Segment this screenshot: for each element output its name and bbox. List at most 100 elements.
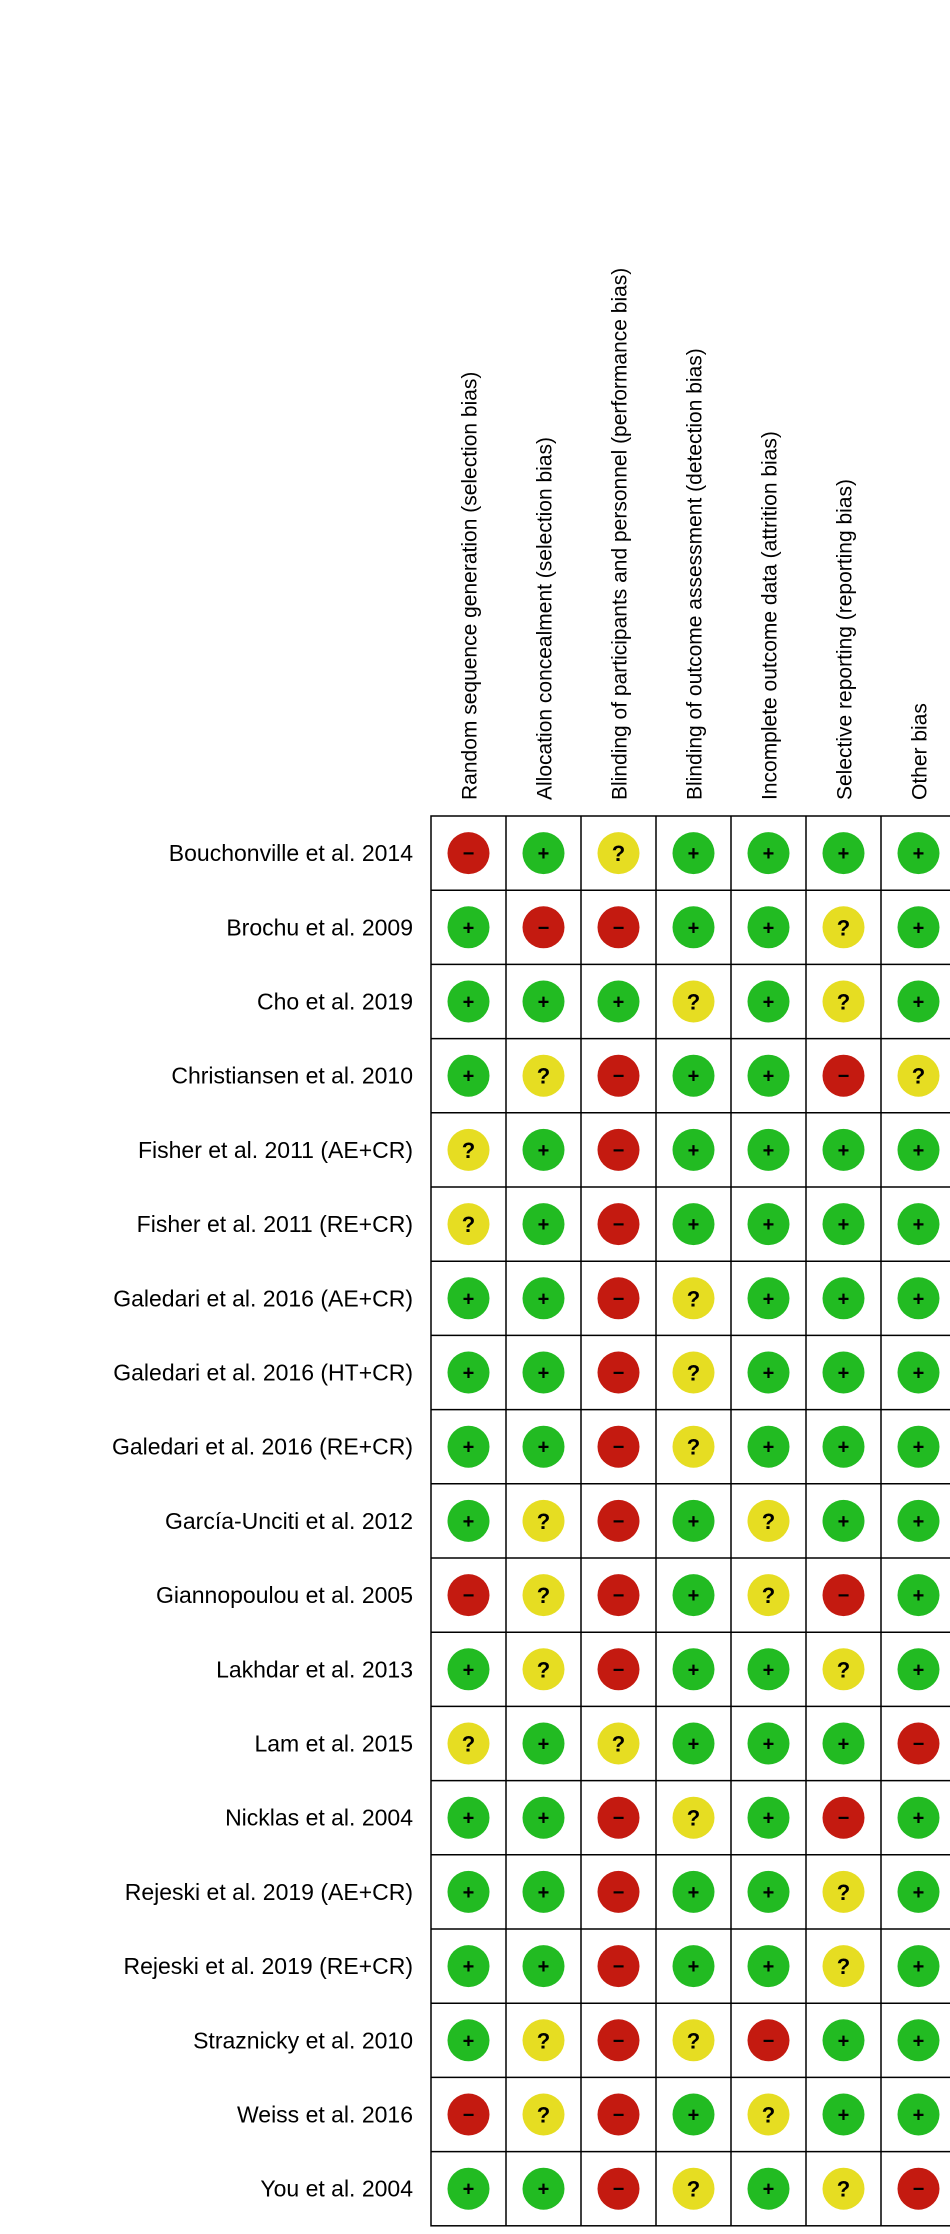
rating-unclear-mark bbox=[822, 1648, 865, 1691]
rating-unclear-mark bbox=[522, 1648, 565, 1691]
study-label: Fisher et al. 2011 (RE+CR) bbox=[137, 1211, 413, 1237]
rating-low-mark bbox=[897, 1128, 940, 1171]
rating-symbol: + bbox=[463, 992, 475, 1014]
rating-high-mark bbox=[447, 832, 490, 875]
rating-unclear-mark bbox=[522, 1054, 565, 1097]
rating-unclear-mark bbox=[447, 1128, 490, 1171]
rating-low-mark bbox=[897, 1277, 940, 1320]
rating-symbol: ? bbox=[537, 1509, 550, 1534]
rating-low-mark bbox=[522, 1277, 565, 1320]
rating-symbol: ? bbox=[687, 1806, 700, 1831]
rating-low-mark bbox=[672, 832, 715, 875]
rating-low-mark bbox=[822, 1425, 865, 1468]
rating-symbol: + bbox=[538, 1956, 550, 1978]
rating-symbol: + bbox=[838, 1288, 850, 1310]
rating-symbol: − bbox=[613, 1363, 625, 1385]
rating-symbol: + bbox=[763, 1140, 775, 1162]
rating-low-mark bbox=[747, 906, 790, 949]
rating-symbol: ? bbox=[837, 915, 850, 940]
rating-symbol: + bbox=[463, 1066, 475, 1088]
rating-high-mark bbox=[597, 1203, 640, 1246]
rating-symbol: + bbox=[538, 1882, 550, 1904]
rating-symbol: + bbox=[688, 1882, 700, 1904]
rating-symbol: ? bbox=[837, 990, 850, 1015]
study-label: García-Unciti et al. 2012 bbox=[165, 1508, 413, 1534]
study-label: Nicklas et al. 2004 bbox=[225, 1805, 413, 1831]
rating-symbol: ? bbox=[537, 2103, 550, 2128]
rating-symbol: + bbox=[688, 843, 700, 865]
study-label: Weiss et al. 2016 bbox=[237, 2102, 413, 2128]
rating-low-mark bbox=[822, 832, 865, 875]
rating-high-mark bbox=[597, 1499, 640, 1542]
study-label: Lakhdar et al. 2013 bbox=[216, 1656, 413, 1682]
rating-symbol: − bbox=[463, 2105, 475, 2127]
rating-symbol: + bbox=[838, 2105, 850, 2127]
rating-symbol: + bbox=[913, 1214, 925, 1236]
rating-symbol: + bbox=[688, 1956, 700, 1978]
study-label: Bouchonville et al. 2014 bbox=[169, 840, 413, 866]
rating-low-mark bbox=[447, 1945, 490, 1988]
rating-symbol: − bbox=[463, 1585, 475, 1607]
rating-low-mark bbox=[747, 1870, 790, 1913]
rating-low-mark bbox=[522, 980, 565, 1023]
rating-symbol: + bbox=[763, 1808, 775, 1830]
rating-unclear-mark bbox=[597, 1722, 640, 1765]
rating-symbol: − bbox=[913, 2179, 925, 2201]
rating-symbol: + bbox=[463, 1882, 475, 1904]
rating-symbol: − bbox=[913, 1734, 925, 1756]
rating-symbol: + bbox=[463, 1288, 475, 1310]
rating-unclear-mark bbox=[672, 1425, 715, 1468]
rating-unclear-mark bbox=[447, 1722, 490, 1765]
rating-symbol: + bbox=[688, 917, 700, 939]
rating-low-mark bbox=[447, 1870, 490, 1913]
rating-symbol: + bbox=[913, 1511, 925, 1533]
rating-symbol: ? bbox=[687, 1361, 700, 1386]
rating-symbol: + bbox=[838, 1734, 850, 1756]
rating-low-mark bbox=[822, 1277, 865, 1320]
study-label: Galedari et al. 2016 (AE+CR) bbox=[113, 1285, 413, 1311]
rating-symbol: + bbox=[688, 1511, 700, 1533]
rating-symbol: + bbox=[688, 1659, 700, 1681]
rating-high-mark bbox=[822, 1574, 865, 1617]
rating-symbol: + bbox=[463, 1511, 475, 1533]
rating-low-mark bbox=[747, 1351, 790, 1394]
rating-high-mark bbox=[597, 1945, 640, 1988]
rating-symbol: + bbox=[538, 2179, 550, 2201]
rating-symbol: ? bbox=[687, 1435, 700, 1460]
rating-low-mark bbox=[522, 1870, 565, 1913]
rating-high-mark bbox=[597, 906, 640, 949]
rating-symbol: − bbox=[838, 1066, 850, 1088]
rating-symbol: + bbox=[838, 2030, 850, 2052]
rating-symbol: − bbox=[838, 1808, 850, 1830]
rating-symbol: ? bbox=[762, 2103, 775, 2128]
rating-low-mark bbox=[897, 1499, 940, 1542]
rating-low-mark bbox=[447, 980, 490, 1023]
column-label: Allocation concealment (selection bias) bbox=[534, 437, 557, 800]
rating-symbol: ? bbox=[687, 990, 700, 1015]
rating-symbol: − bbox=[613, 1659, 625, 1681]
rating-symbol: + bbox=[538, 1734, 550, 1756]
rating-high-mark bbox=[897, 1722, 940, 1765]
rating-symbol: − bbox=[613, 2030, 625, 2052]
rating-low-mark bbox=[672, 1499, 715, 1542]
rating-unclear-mark bbox=[672, 980, 715, 1023]
rating-low-mark bbox=[672, 2093, 715, 2136]
rating-unclear-mark bbox=[822, 1870, 865, 1913]
rating-symbol: + bbox=[763, 1288, 775, 1310]
rating-symbol: − bbox=[613, 1511, 625, 1533]
rating-symbol: + bbox=[913, 1659, 925, 1681]
rating-symbol: ? bbox=[537, 1657, 550, 1682]
rating-low-mark bbox=[897, 2093, 940, 2136]
rating-symbol: + bbox=[763, 1882, 775, 1904]
rating-low-mark bbox=[747, 1128, 790, 1171]
rating-low-mark bbox=[597, 980, 640, 1023]
rating-low-mark bbox=[522, 2167, 565, 2210]
rating-low-mark bbox=[672, 1054, 715, 1097]
rating-symbol: ? bbox=[837, 1954, 850, 1979]
rating-symbol: + bbox=[838, 843, 850, 865]
rating-symbol: ? bbox=[537, 2028, 550, 2053]
rating-high-mark bbox=[822, 1796, 865, 1839]
rating-symbol: ? bbox=[537, 1583, 550, 1608]
rating-high-mark bbox=[447, 2093, 490, 2136]
rating-symbol: ? bbox=[762, 1583, 775, 1608]
